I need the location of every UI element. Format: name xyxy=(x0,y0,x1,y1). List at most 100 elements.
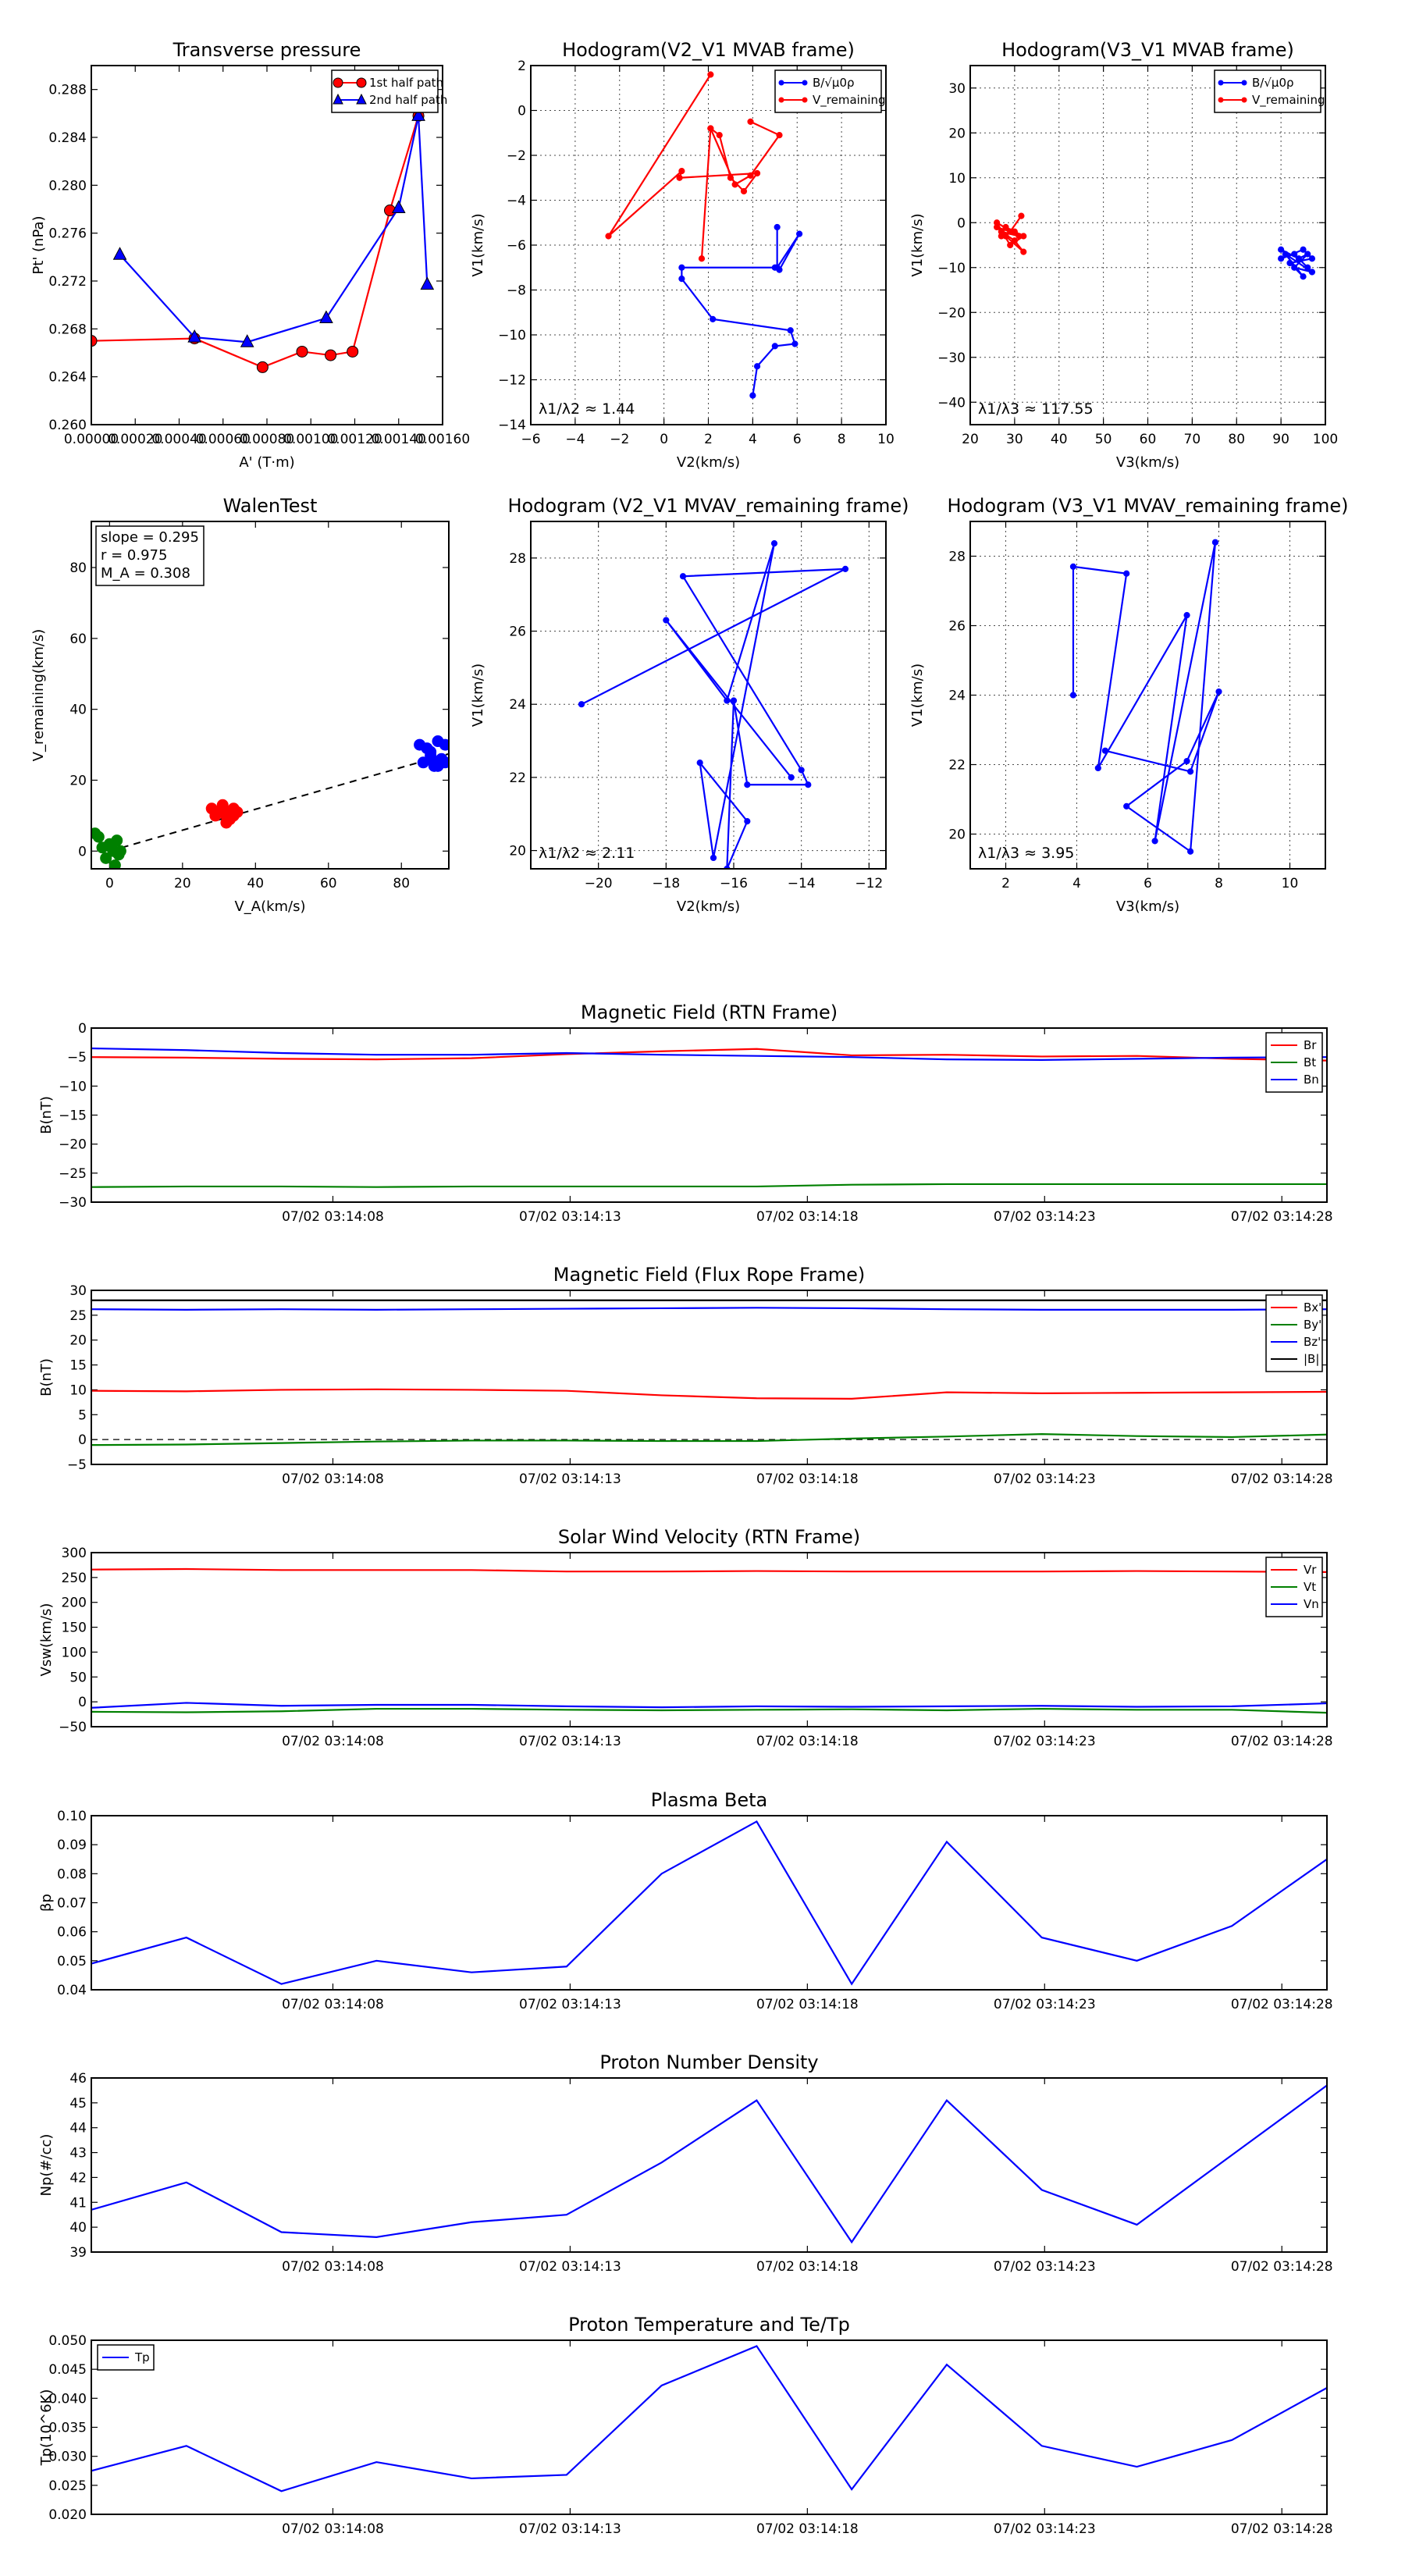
series-line-Bn xyxy=(91,1047,1327,1061)
data-point xyxy=(347,345,359,358)
chart-hodo1: Hodogram(V2_V1 MVAB frame) −14 −12 −10 −8 −6 −… xyxy=(470,39,895,471)
legend-label: By' xyxy=(1304,1318,1321,1332)
series-line-1st half path xyxy=(91,116,420,368)
y-tick-label: 24 xyxy=(509,697,526,713)
chart-tp: Proton Temperature and Te/Tp 0.020 0.025 0.… xyxy=(38,2314,1333,2537)
legend-marker xyxy=(802,97,808,103)
series-line-V_remaining xyxy=(607,73,781,259)
y-tick-label: 10 xyxy=(69,1382,87,1398)
legend-marker xyxy=(1241,97,1247,103)
y-axis-label: V1(km/s) xyxy=(470,213,486,276)
series-line-Bz' xyxy=(91,1307,1327,1311)
chart-np: Proton Number Density 39 40 41 42 43 44 45 46 07/… xyxy=(38,2051,1333,2275)
x-tick-label: 07/02 03:14:18 xyxy=(756,1209,859,1225)
x-axis-label: V3(km/s) xyxy=(1116,898,1179,915)
legend-label: Bt xyxy=(1304,1055,1316,1069)
y-tick-label: 44 xyxy=(69,2121,87,2137)
data-point xyxy=(1211,539,1219,546)
x-tick-label: 07/02 03:14:23 xyxy=(994,1734,1096,1749)
y-tick-label: −50 xyxy=(59,1720,87,1735)
y-axis-label: B(nT) xyxy=(38,1358,55,1397)
data-point xyxy=(325,349,337,361)
chart-walen: WalenTest 0 20 40 60 80 0 20 40 60 80 V_A(km/s) V_re… xyxy=(30,495,450,915)
data-point xyxy=(417,756,429,769)
y-tick-label: −30 xyxy=(937,350,966,366)
x-tick-label: 8 xyxy=(1215,876,1223,891)
legend-label: |B| xyxy=(1304,1352,1319,1366)
x-tick-label: 4 xyxy=(749,432,757,447)
y-tick-label: 22 xyxy=(509,770,526,786)
x-tick-label: 07/02 03:14:28 xyxy=(1231,1734,1333,1749)
series-line-Tp xyxy=(91,2345,1327,2492)
y-tick-label: −20 xyxy=(937,305,966,321)
chart-title: Hodogram (V3_V1 MVAV_remaining frame) xyxy=(947,495,1348,517)
data-point xyxy=(753,363,761,370)
y-tick-label: 45 xyxy=(69,2096,87,2112)
data-point xyxy=(1094,764,1101,772)
plot-frame xyxy=(530,521,887,870)
data-point xyxy=(774,223,781,231)
legend: 1st half path 2nd half path xyxy=(331,69,447,113)
data-point xyxy=(788,774,795,781)
data-point xyxy=(1101,747,1109,754)
y-tick-label: 0.10 xyxy=(57,1809,87,1824)
y-tick-label: −25 xyxy=(59,1166,87,1182)
legend: Vr Vt Vn xyxy=(1265,1557,1323,1617)
data-point xyxy=(428,760,440,772)
data-point xyxy=(1069,692,1077,699)
data-point xyxy=(744,818,751,825)
stats-line: r = 0.975 xyxy=(101,547,167,564)
legend-label: V_remaining xyxy=(813,93,886,108)
x-tick-label: 07/02 03:14:28 xyxy=(1231,1997,1333,2012)
y-tick-label: 46 xyxy=(69,2071,87,2087)
data-point xyxy=(798,767,805,774)
data-point xyxy=(994,219,1001,226)
x-tick-label: 07/02 03:14:08 xyxy=(282,1997,384,2012)
chart-hodo2: Hodogram(V3_V1 MVAB frame) −40 −30 −20 −10 0 1… xyxy=(909,39,1338,471)
data-point xyxy=(679,573,687,580)
legend-marker xyxy=(778,97,784,103)
stats-box xyxy=(95,525,205,586)
data-point xyxy=(749,392,756,399)
chart-hodo3: Hodogram (V2_V1 MVAV_remaining frame) 20 2… xyxy=(470,495,909,915)
data-point xyxy=(1020,233,1027,240)
y-tick-label: 80 xyxy=(69,560,87,576)
x-axis-label: A' (T·m) xyxy=(239,454,294,471)
legend-marker xyxy=(333,77,343,88)
y-tick-label: −10 xyxy=(937,261,966,276)
legend-label: Vn xyxy=(1304,1597,1319,1611)
chart-title: Proton Temperature and Te/Tp xyxy=(568,2314,850,2336)
x-tick-label: 07/02 03:14:23 xyxy=(994,2259,1096,2275)
legend-label: Vr xyxy=(1304,1563,1317,1577)
x-tick-label: 07/02 03:14:28 xyxy=(1231,2521,1333,2537)
data-point xyxy=(740,187,748,195)
x-tick-label: 07/02 03:14:13 xyxy=(519,2259,621,2275)
y-tick-label: 15 xyxy=(69,1358,87,1374)
stats-line: slope = 0.295 xyxy=(101,529,199,546)
legend: Bx' By' Bz' |B| xyxy=(1265,1294,1323,1372)
x-tick-label: −16 xyxy=(720,876,748,891)
series-line-Np xyxy=(91,2084,1327,2244)
chart-hodo4: Hodogram (V3_V1 MVAV_remaining frame) 20 2… xyxy=(909,495,1349,915)
x-tick-label: 6 xyxy=(1144,876,1152,891)
y-tick-label: 0.04 xyxy=(57,1983,87,1998)
x-tick-label: −2 xyxy=(610,432,629,447)
data-point xyxy=(1282,251,1289,258)
y-tick-label: −4 xyxy=(507,194,526,209)
data-point xyxy=(841,565,849,572)
x-tick-label: 07/02 03:14:18 xyxy=(756,1734,859,1749)
chart-vsw: Solar Wind Velocity (RTN Frame) −50 0 50 100… xyxy=(38,1526,1333,1749)
series-line-beta xyxy=(91,1820,1327,1986)
fit-line xyxy=(109,753,449,852)
y-tick-label: 0.045 xyxy=(48,2362,87,2378)
data-point xyxy=(774,264,781,271)
plot-frame xyxy=(91,521,450,870)
x-tick-label: 0 xyxy=(105,876,114,891)
y-tick-label: −5 xyxy=(67,1457,87,1473)
data-point xyxy=(1007,241,1014,249)
x-tick-label: 0.00120 xyxy=(327,432,382,447)
series-line-Vt xyxy=(91,1707,1327,1714)
data-point xyxy=(1300,246,1307,253)
data-point xyxy=(727,174,735,181)
data-point xyxy=(220,817,233,829)
